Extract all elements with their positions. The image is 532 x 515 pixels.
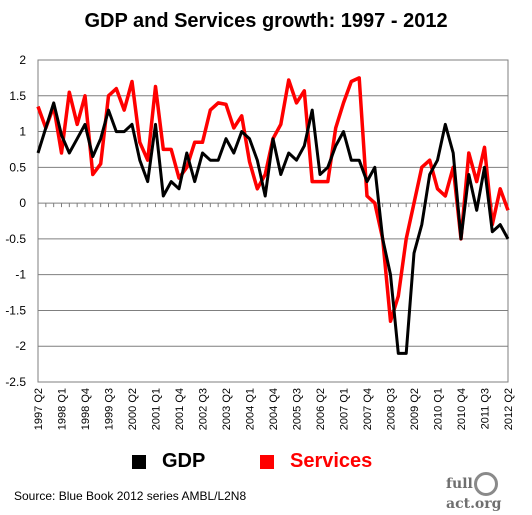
x-tick-label: 2010 Q1 <box>433 388 445 430</box>
y-tick-label: 1.5 <box>9 89 26 103</box>
y-tick-label: -0.5 <box>5 232 26 246</box>
x-tick-label: 1999 Q3 <box>104 388 116 430</box>
x-tick-label: 1997 Q2 <box>33 388 45 430</box>
x-tick-label: 2010 Q4 <box>456 388 468 430</box>
y-tick-label: -2.5 <box>5 375 26 389</box>
x-tick-label: 2012 Q2 <box>503 388 515 430</box>
legend-gdp-swatch <box>132 454 146 469</box>
legend-gdp: GDP <box>132 450 205 473</box>
legend-services: Services <box>260 450 372 473</box>
legend-services-label: Services <box>290 450 373 472</box>
x-tick-label: 2011 Q3 <box>480 388 492 429</box>
y-tick-label: 2 <box>19 53 26 67</box>
x-tick-label: 2003 Q2 <box>221 388 233 430</box>
y-tick-label: -2 <box>15 339 26 353</box>
chart-title: GDP and Services growth: 1997 - 2012 <box>84 10 448 32</box>
x-tick-label: 2006 Q2 <box>315 388 327 430</box>
fullfact-logo[interactable]: fullact.org <box>446 472 532 512</box>
legend-services-swatch <box>260 454 274 469</box>
legend-gdp-label: GDP <box>162 450 206 472</box>
y-tick-label: -1 <box>15 268 26 282</box>
magnifier-icon <box>473 472 498 496</box>
x-tick-label: 2002 Q3 <box>198 388 210 430</box>
x-tick-label: 2005 Q3 <box>292 388 304 430</box>
source-note: Source: Blue Book 2012 series AMBL/L2N8 <box>14 489 247 503</box>
x-tick-label: 2004 Q1 <box>245 388 257 430</box>
y-tick-label: 1 <box>19 125 26 139</box>
y-tick-label: -1.5 <box>5 303 26 317</box>
series-line-gdp <box>36 101 510 355</box>
y-tick-label: 0 <box>19 196 26 210</box>
x-tick-label: 2001 Q1 <box>151 388 163 430</box>
x-tick-label: 1998 Q1 <box>57 388 69 430</box>
y-tick-label: 0.5 <box>9 160 26 174</box>
x-tick-label: 2009 Q2 <box>409 388 421 430</box>
x-tick-label: 2000 Q2 <box>127 388 139 430</box>
x-tick-label: 2007 Q1 <box>339 388 351 430</box>
x-tick-label: 2007 Q4 <box>362 388 374 430</box>
x-tick-label: 2008 Q3 <box>386 388 398 430</box>
x-tick-label: 2001 Q4 <box>174 388 186 430</box>
x-tick-label: 2004 Q4 <box>268 388 280 430</box>
x-tick-label: 1998 Q4 <box>80 388 92 430</box>
